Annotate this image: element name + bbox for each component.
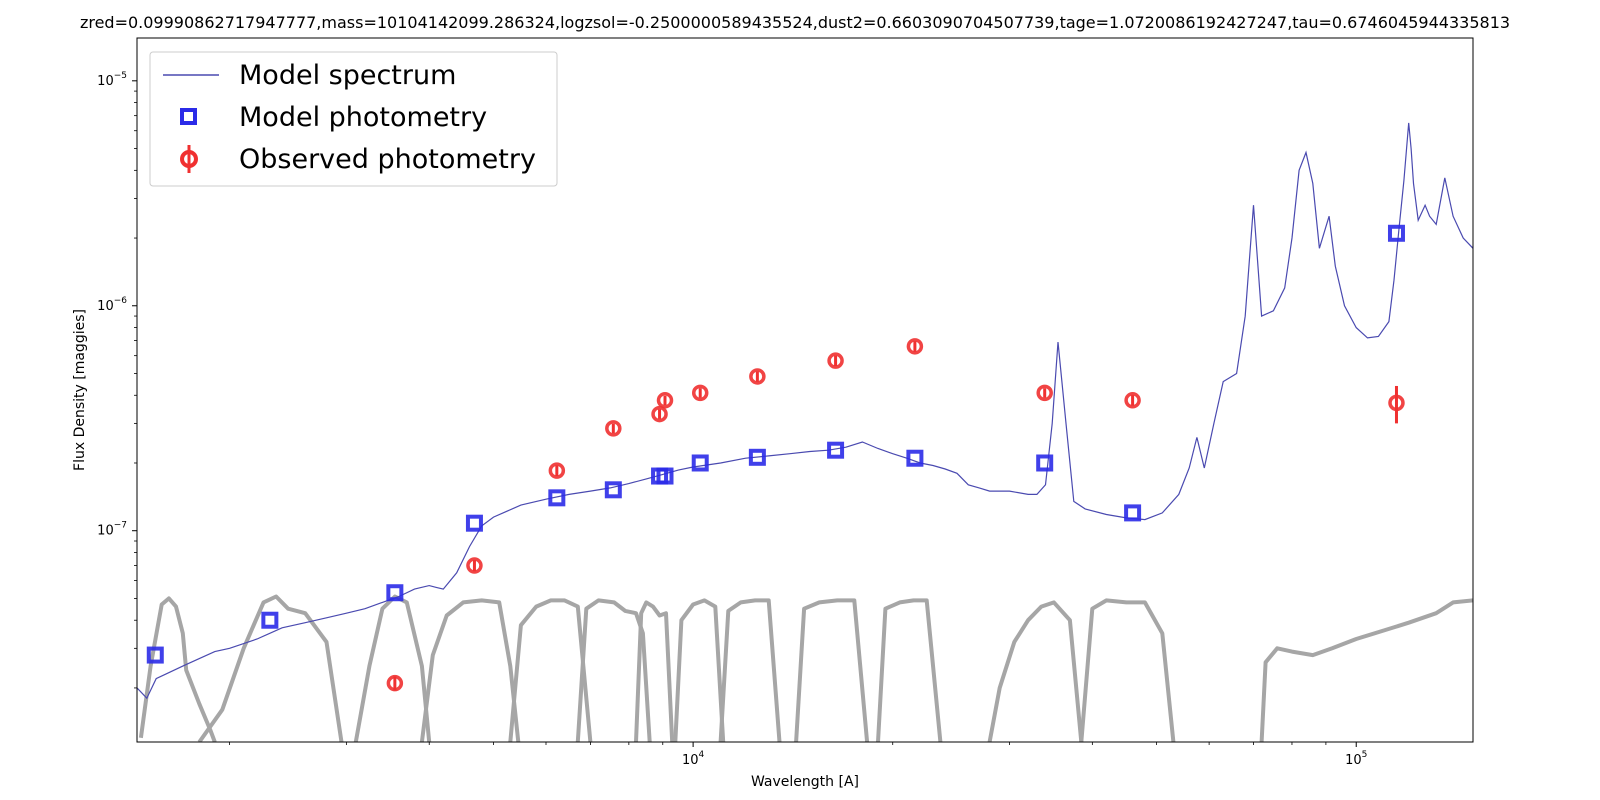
- observed-marker-5: [651, 405, 668, 423]
- y-axis-label: Flux Density [maggies]: [72, 309, 88, 471]
- observed-marker-3: [548, 462, 566, 479]
- model-photometry-point-10: [748, 448, 766, 466]
- observed-point-7: [691, 384, 709, 402]
- filter-curve-2: [197, 594, 344, 742]
- model-photometry-point-9: [691, 454, 709, 472]
- observed-photometry: [386, 338, 1405, 692]
- model-photometry-point-2: [261, 611, 279, 629]
- observed-point-11: [1036, 384, 1053, 402]
- observed-point-6: [656, 392, 674, 409]
- model-photometry-point-5: [548, 489, 566, 507]
- observed-marker-9: [827, 352, 844, 369]
- filter-curve-5: [508, 598, 593, 742]
- model-photometry-point-8: [656, 467, 674, 485]
- legend: Model spectrum Model photometry Observed…: [149, 51, 558, 187]
- observed-point-5: [651, 405, 668, 423]
- filter-curve-3: [353, 594, 432, 742]
- model-photometry-point-14: [1124, 504, 1142, 522]
- legend-model-photometry-swatch: [180, 108, 197, 125]
- model-photometry-point-6: [604, 481, 622, 499]
- y-tick-label-1: 10−7: [97, 521, 127, 539]
- filter-curve-7: [634, 600, 675, 742]
- legend-label-model-photometry: Model photometry: [239, 102, 487, 133]
- filter-curve-1: [138, 596, 217, 742]
- legend-observed-photometry-swatch: [180, 150, 198, 168]
- filter-curve-11: [876, 598, 943, 742]
- observed-point-9: [827, 352, 844, 369]
- model-photometry-point-12: [906, 449, 924, 467]
- observed-marker-4: [605, 420, 622, 437]
- x-axis-label: Wavelength [A]: [751, 774, 859, 790]
- axis-ticks: 104 105 10−7 10−6 10−5: [97, 71, 1367, 768]
- observed-marker-7: [691, 384, 709, 402]
- model-photometry: [146, 224, 1405, 664]
- model-spectrum-line: [137, 122, 1473, 700]
- observed-point-10: [906, 338, 924, 355]
- plot-frame: [136, 37, 1474, 743]
- observed-marker-10: [906, 338, 924, 355]
- legend-label-model-spectrum: Model spectrum: [239, 60, 456, 91]
- model-photometry-point-11: [827, 441, 845, 459]
- observed-point-1: [386, 674, 404, 692]
- observed-marker-6: [656, 392, 674, 409]
- filter-curve-14: [1259, 598, 1473, 742]
- y-tick-label-3: 10−5: [97, 71, 127, 89]
- observed-marker-8: [749, 368, 766, 385]
- legend-frame: [149, 51, 558, 187]
- observed-marker-2: [466, 557, 483, 574]
- filter-curve-8: [673, 598, 726, 742]
- model-photometry-point-15: [1387, 224, 1405, 242]
- x-tick-label-1: 104: [682, 750, 705, 768]
- observed-point-13: [1388, 385, 1405, 424]
- observed-point-8: [749, 368, 766, 385]
- observed-marker-11: [1036, 384, 1053, 402]
- filter-curve-12: [987, 600, 1084, 742]
- observed-point-2: [466, 557, 483, 574]
- observed-point-4: [605, 420, 622, 437]
- y-tick-label-2: 10−6: [97, 296, 127, 314]
- filter-curve-10: [794, 598, 870, 742]
- model-photometry-point-1: [146, 646, 164, 664]
- model-photometry-point-13: [1036, 454, 1054, 472]
- observed-point-3: [548, 462, 566, 479]
- filter-curves: [138, 594, 1473, 742]
- observed-marker-12: [1124, 392, 1141, 409]
- observed-marker-1: [386, 674, 404, 692]
- model-photometry-point-3: [386, 584, 404, 602]
- model-photometry-point-4: [465, 514, 483, 532]
- filter-curve-9: [718, 598, 782, 742]
- legend-label-observed-photometry: Observed photometry: [239, 144, 536, 175]
- filter-curve-4: [419, 598, 521, 742]
- observed-marker-13: [1388, 394, 1405, 412]
- model-spectrum: [137, 122, 1473, 700]
- filter-curve-13: [1079, 598, 1176, 742]
- observed-point-12: [1124, 392, 1141, 409]
- chart-title: zred=0.09990862717947777,mass=1010414209…: [80, 13, 1510, 32]
- x-tick-label-2: 105: [1345, 750, 1367, 768]
